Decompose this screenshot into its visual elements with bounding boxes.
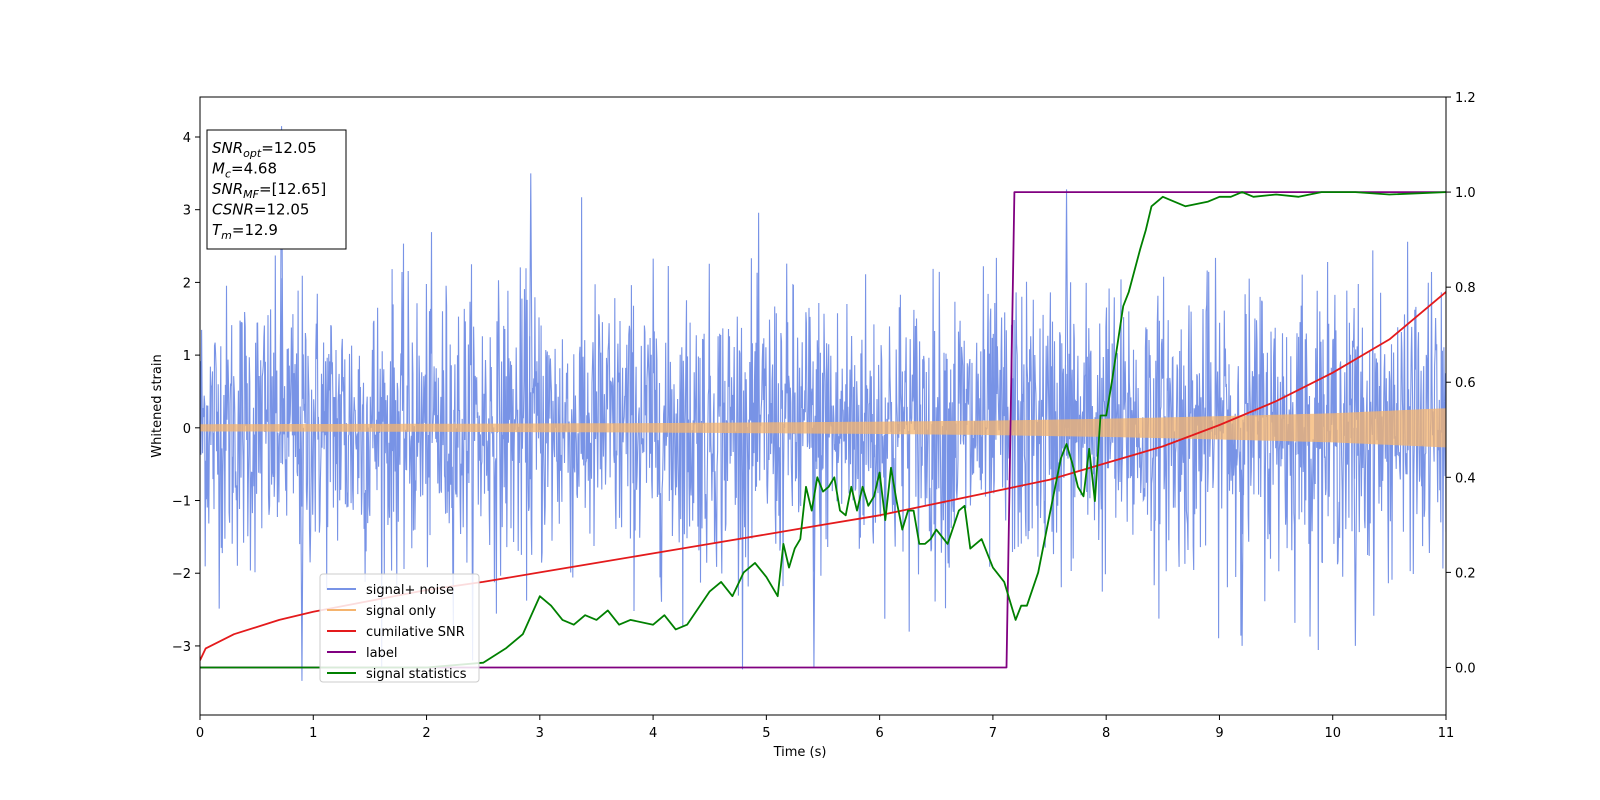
legend-label: signal+ noise — [366, 583, 454, 598]
cumilative-snr-line — [200, 291, 1446, 661]
signal-noise-peak — [279, 126, 284, 428]
y2-tick-label: 0.2 — [1455, 566, 1476, 581]
signal-noise-peak — [1240, 427, 1245, 646]
y-tick-label: 3 — [183, 204, 191, 219]
x-tick-label: 9 — [1215, 726, 1223, 741]
y2-tick-label: 0.0 — [1455, 661, 1476, 676]
axis-ticks: 0 1 2 3 4 5 6 7 8 9 10 11 −3 −2 −1 0 1 2 3 4 0.0 0.2 0.4 0.6 0.8… — [172, 91, 1476, 741]
x-tick-label: 0 — [196, 726, 204, 741]
x-axis-label: Time (s) — [773, 745, 827, 760]
right-axis-series — [200, 191, 1446, 669]
plot-area — [200, 126, 1446, 681]
x-tick-label: 4 — [649, 726, 657, 741]
y-tick-label: 1 — [183, 349, 191, 364]
signal-noise-peak — [528, 173, 533, 428]
legend-label: label — [366, 646, 397, 661]
y-tick-label: 4 — [183, 131, 191, 146]
y2-tick-label: 1.2 — [1455, 91, 1476, 106]
info-box-line: SNRopt=12.05 — [212, 139, 317, 160]
y-tick-label: 2 — [183, 276, 191, 291]
info-box: SNRopt=12.05Mc=4.68SNRMF=[12.65]CSNR=12.… — [206, 129, 347, 250]
y-tick-label: −2 — [172, 567, 191, 582]
y-tick-label: −1 — [172, 495, 191, 510]
x-tick-label: 1 — [309, 726, 317, 741]
y2-tick-label: 1.0 — [1455, 186, 1476, 201]
signal-noise-peak — [299, 427, 304, 681]
x-tick-label: 10 — [1324, 726, 1341, 741]
label-line — [200, 191, 1446, 669]
x-tick-label: 3 — [536, 726, 544, 741]
y-tick-label: 0 — [183, 422, 191, 437]
legend: signal+ noise signal only cumilative SNR la… — [319, 573, 480, 683]
signal-only-band — [200, 408, 1446, 448]
signal-only-series — [200, 408, 1446, 448]
y2-tick-label: 0.4 — [1455, 471, 1476, 486]
x-tick-label: 8 — [1102, 726, 1110, 741]
x-tick-label: 2 — [422, 726, 430, 741]
info-box-line: Tm=12.9 — [212, 221, 278, 242]
info-box-line: Mc=4.68 — [212, 160, 277, 181]
signal-statistics-line — [200, 191, 1446, 669]
x-tick-label: 6 — [875, 726, 883, 741]
y2-tick-label: 0.6 — [1455, 376, 1476, 391]
axes-frame — [199, 96, 1447, 716]
legend-label: cumilative SNR — [366, 625, 465, 640]
y2-tick-label: 0.8 — [1455, 281, 1476, 296]
y-axis-label: Whitened strain — [150, 354, 165, 457]
info-box-line: SNRMF=[12.65] — [212, 180, 326, 201]
legend-frame — [319, 573, 480, 683]
legend-label: signal statistics — [366, 667, 467, 682]
y-tick-label: −3 — [172, 640, 191, 655]
legend-label: signal only — [366, 604, 436, 619]
signal-noise-peak — [1064, 189, 1069, 428]
signal-noise-peak — [1353, 427, 1358, 646]
x-tick-label: 5 — [762, 726, 770, 741]
x-tick-label: 11 — [1438, 726, 1455, 741]
info-box-line: CSNR=12.05 — [212, 201, 309, 219]
x-tick-label: 7 — [989, 726, 997, 741]
info-box-frame — [206, 129, 347, 250]
